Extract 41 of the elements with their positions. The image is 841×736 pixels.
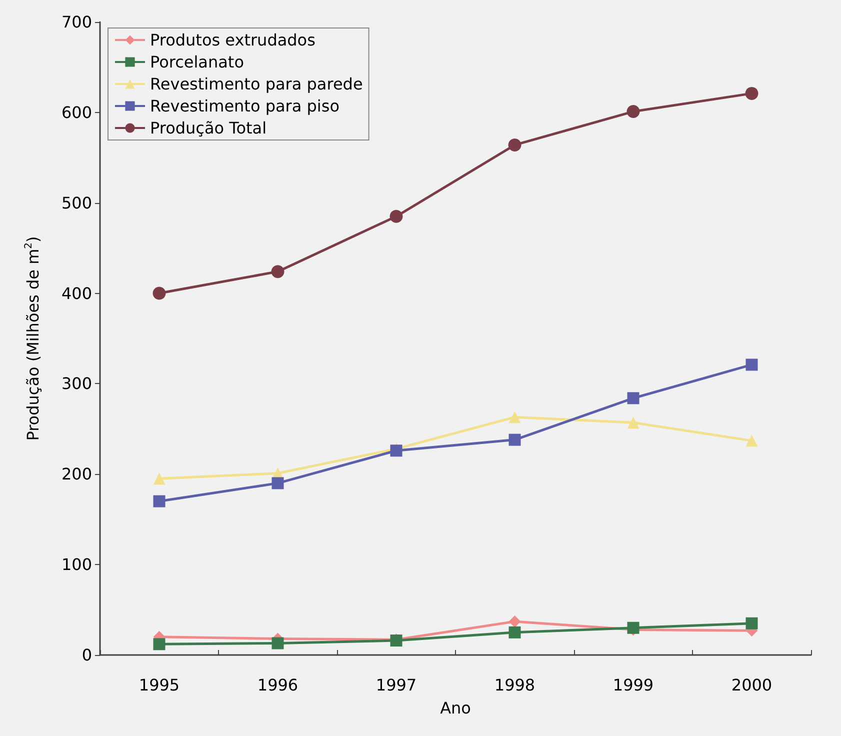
y-tick-label: 700: [61, 12, 92, 32]
legend-label: Porcelanato: [150, 52, 244, 72]
point: [746, 358, 758, 371]
point: [746, 434, 758, 447]
x-tick-label: 1998: [494, 676, 536, 694]
x-tick-label: 1996: [257, 676, 298, 694]
point: [390, 210, 403, 223]
x-tick-label: 1999: [612, 676, 654, 694]
point: [153, 472, 166, 485]
y-tick-label: 500: [61, 193, 92, 212]
point: [153, 638, 166, 650]
point: [508, 411, 521, 424]
point: [745, 86, 758, 100]
point: [508, 434, 521, 446]
point: [153, 495, 166, 508]
x-tick-label: 1997: [376, 676, 417, 694]
point: [508, 138, 522, 152]
point: [627, 392, 640, 404]
point: [152, 286, 166, 300]
point: [508, 616, 521, 628]
legend-label: Produtos extrudados: [150, 30, 316, 50]
point: [272, 637, 284, 650]
point: [272, 477, 284, 490]
x-tick-label: 1995: [138, 676, 180, 694]
y-axis-title: Produção (Milhões de m2): [24, 236, 42, 441]
legend-label: Produção Total: [150, 118, 267, 138]
y-tick-label: 400: [61, 284, 92, 303]
point: [626, 105, 640, 118]
x-axis-title: Ano: [440, 698, 471, 718]
point: [508, 626, 521, 638]
point: [271, 265, 284, 278]
y-tick-label: 200: [61, 464, 92, 484]
y-tick-label: 100: [61, 555, 92, 574]
y-tick-label: 0: [82, 646, 92, 664]
legend-label: Revestimento para piso: [150, 96, 340, 116]
point: [627, 416, 640, 429]
point: [746, 617, 758, 630]
y-tick-label: 300: [61, 374, 92, 394]
legend-label: Revestimento para parede: [150, 74, 363, 94]
y-tick-label: 600: [61, 102, 92, 122]
x-tick-label: 2000: [731, 676, 772, 694]
